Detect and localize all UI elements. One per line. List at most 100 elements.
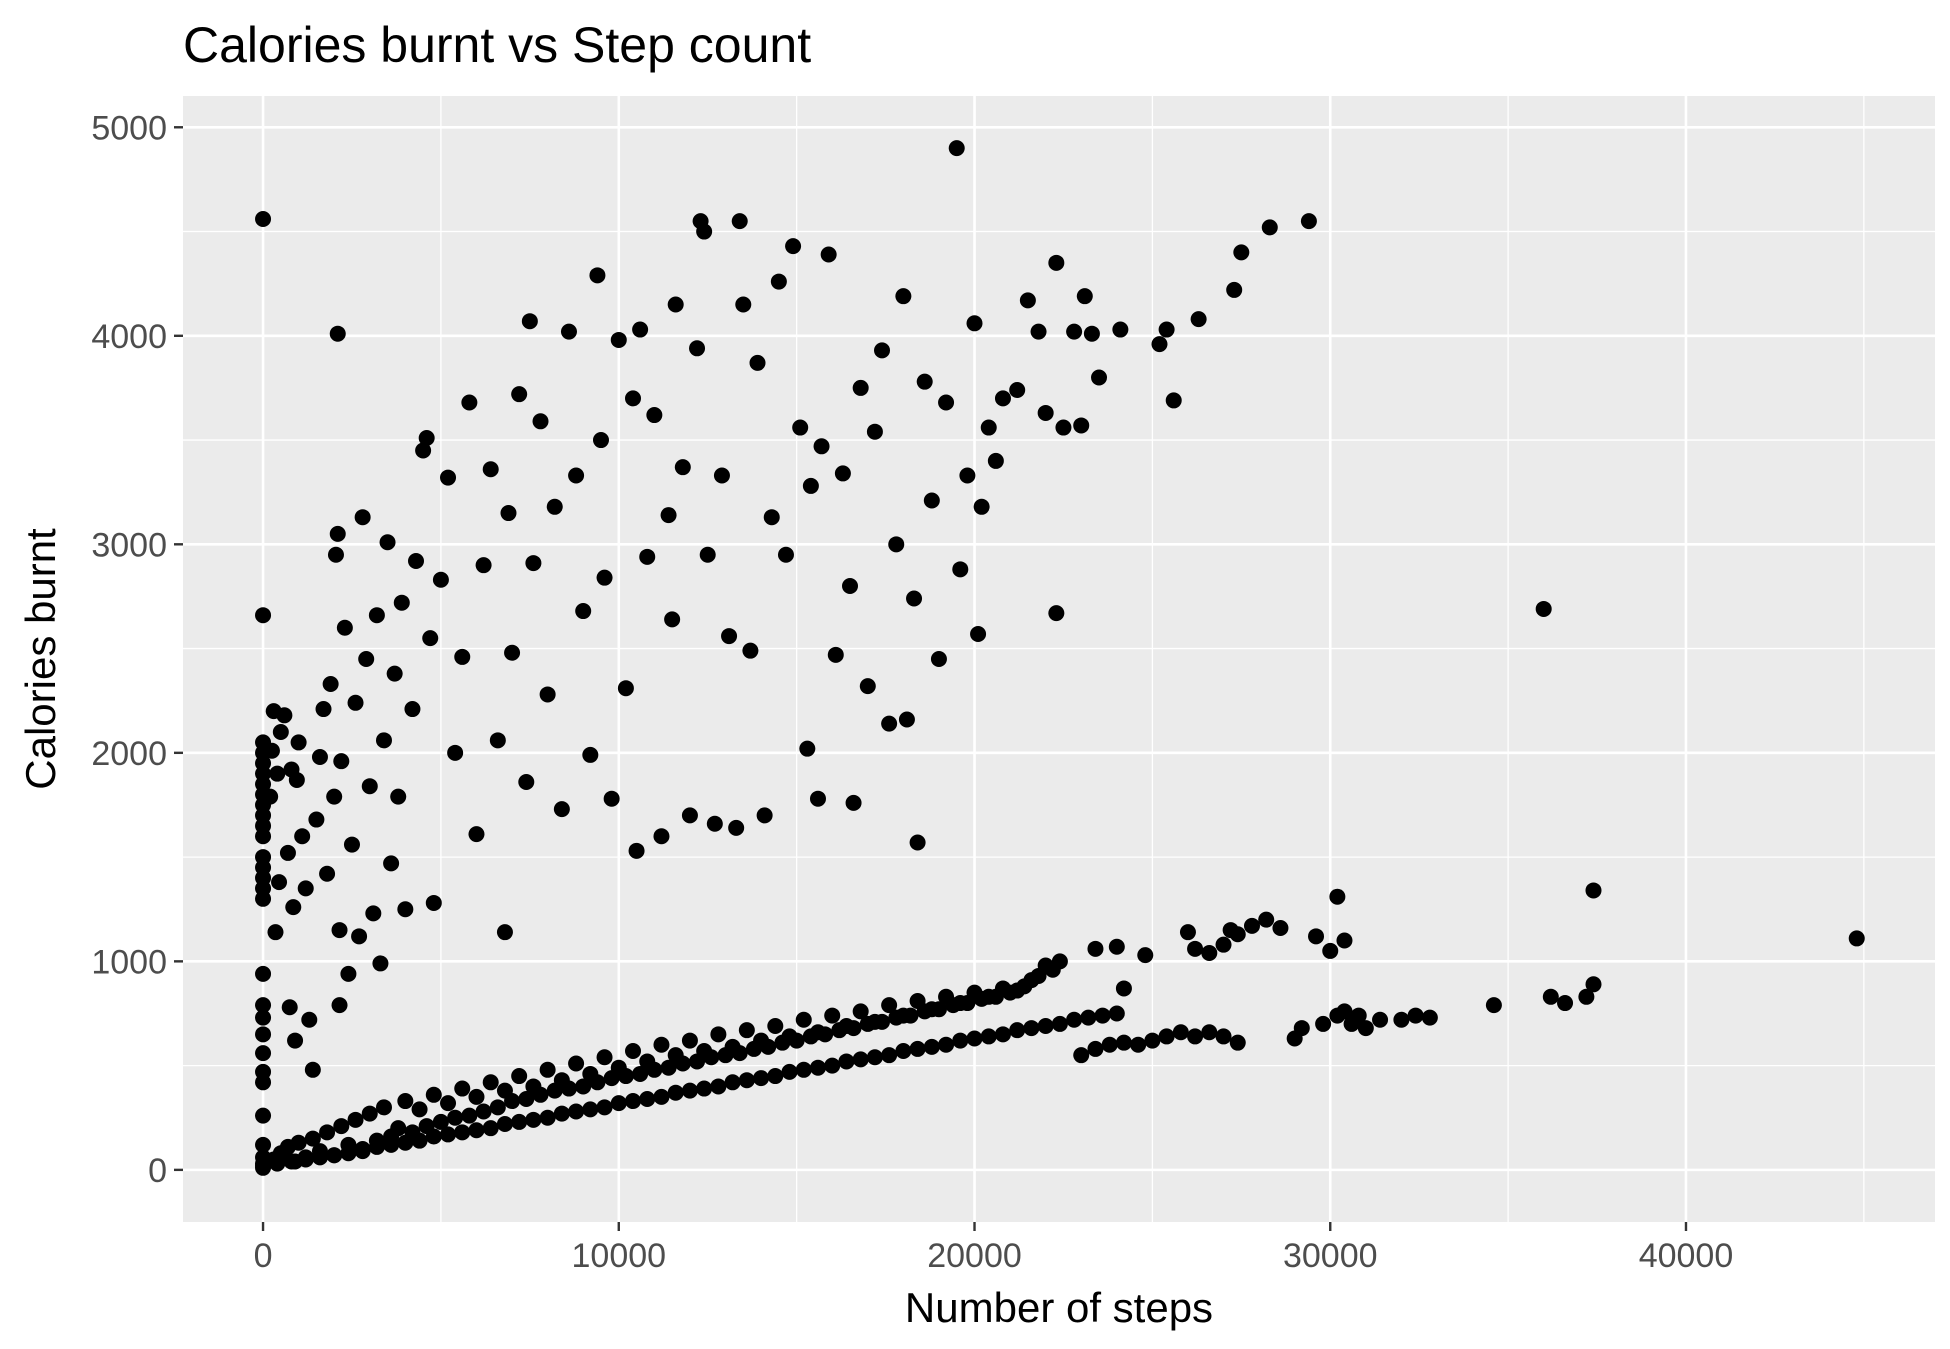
data-point [351,928,368,945]
data-point [1535,600,1552,617]
data-point [617,680,634,697]
y-axis-title: Calories burnt [17,528,64,790]
data-point [521,313,538,330]
data-point [489,1099,506,1116]
data-point [333,1118,350,1135]
data-point [824,1057,841,1074]
data-point [1019,292,1036,309]
data-point [994,1026,1011,1043]
data-point [1066,323,1083,340]
data-point [792,419,809,436]
data-point [432,571,449,588]
data-point [368,1138,385,1155]
data-point [788,1032,805,1049]
data-point [301,1011,318,1028]
data-point [653,1036,670,1053]
data-point [632,321,649,338]
data-point [294,828,311,845]
data-point [539,1061,556,1078]
data-point [842,578,859,595]
y-tick-label: 0 [148,1152,167,1190]
data-point [1201,1024,1218,1041]
data-point [1272,919,1289,936]
data-point [785,238,802,255]
data-point [713,467,730,484]
data-point [269,1155,286,1172]
data-point [1158,321,1175,338]
data-point [1261,219,1278,236]
data-point [625,1043,642,1060]
data-point [343,836,360,853]
data-point [331,997,348,1014]
data-point [1080,1009,1097,1026]
data-point [461,394,478,411]
data-point [255,211,272,228]
data-point [827,646,844,663]
data-point [1350,1007,1367,1024]
data-point [738,1022,755,1039]
data-point [895,288,912,305]
chart-title: Calories burnt vs Step count [183,17,811,73]
data-point [404,701,421,718]
data-point [770,273,787,290]
y-tick-label: 5000 [91,109,167,147]
data-point [504,1093,521,1110]
data-point [553,1105,570,1122]
data-point [525,555,542,572]
x-tick-label: 30000 [1283,1237,1378,1275]
data-point [311,1149,328,1166]
data-point [347,1111,364,1128]
data-point [454,1080,471,1097]
data-point [1190,311,1207,328]
data-point [639,548,656,565]
data-point [664,611,681,628]
data-point [397,901,414,918]
data-point [267,924,284,941]
data-point [660,507,677,524]
y-tick-label: 2000 [91,735,167,773]
data-point [322,676,339,693]
data-point [824,1007,841,1024]
data-point [440,1095,457,1112]
x-tick-label: 0 [254,1237,273,1275]
data-point [386,665,403,682]
data-point [1300,213,1317,230]
data-point [255,1074,272,1091]
data-point [255,1107,272,1124]
data-point [820,246,837,263]
data-point [1187,1028,1204,1045]
data-point [1115,1034,1132,1051]
data-point [489,732,506,749]
data-point [1585,976,1602,993]
data-point [689,340,706,357]
data-point [653,1088,670,1105]
data-point [255,1009,272,1026]
data-point [980,419,997,436]
data-point [1201,945,1218,962]
x-axis: 0 10000 20000 30000 40000 [254,1222,1733,1275]
data-point [422,630,439,647]
data-point [372,955,389,972]
data-points [255,140,1865,1176]
data-point [281,999,298,1016]
data-point [646,1061,663,1078]
data-point [440,1126,457,1143]
data-point [347,694,364,711]
data-point [809,790,826,807]
data-point [667,1084,684,1101]
data-point [511,386,528,403]
data-point [639,1090,656,1107]
data-point [1243,917,1260,934]
data-point [468,826,485,843]
data-point [482,1074,499,1091]
data-point [938,394,955,411]
data-point [874,1013,891,1030]
data-point [749,354,766,371]
data-point [1101,1036,1118,1053]
data-point [358,651,375,667]
data-point [1172,1024,1189,1041]
data-point [809,1059,826,1076]
data-point [319,1124,336,1141]
y-tick-label: 4000 [91,318,167,356]
data-point [866,423,883,440]
